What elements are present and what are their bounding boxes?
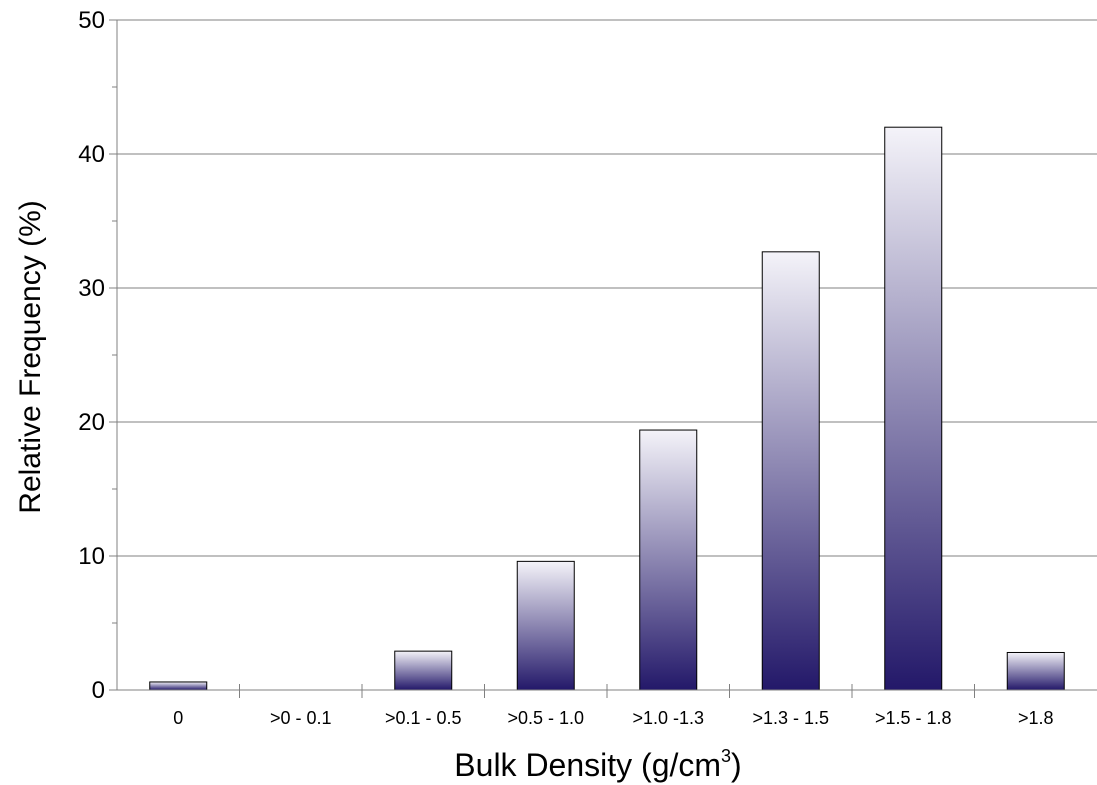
bar bbox=[1006, 651, 1065, 691]
bar bbox=[394, 650, 453, 691]
x-tick-label: >1.0 -1.3 bbox=[632, 708, 704, 728]
y-tick-label: 50 bbox=[78, 7, 105, 34]
x-axis-title-main: Bulk Density (g/cm bbox=[454, 747, 721, 783]
y-tick-label: 10 bbox=[78, 543, 105, 570]
x-tick-label: >1.3 - 1.5 bbox=[752, 708, 829, 728]
bar bbox=[884, 126, 943, 691]
y-tick-label: 30 bbox=[78, 275, 105, 302]
x-axis-title-suffix: ) bbox=[731, 747, 742, 783]
bar bbox=[639, 429, 698, 691]
x-tick-label: >1.8 bbox=[1018, 708, 1054, 728]
x-axis-title: Bulk Density (g/cm3) bbox=[454, 746, 741, 783]
bar bbox=[761, 251, 820, 691]
bar bbox=[516, 560, 575, 691]
tick-labels: 0 10 20 30 40 50 0 >0 - 0.1 >0.1 - 0.5 >0.5 - 1.0… bbox=[78, 7, 1053, 728]
x-tick-label: >1.5 - 1.8 bbox=[875, 708, 952, 728]
y-tick-label: 40 bbox=[78, 141, 105, 168]
x-tick-label: >0.5 - 1.0 bbox=[507, 708, 584, 728]
y-tick-label: 0 bbox=[92, 677, 105, 704]
y-axis-title: Relative Frequency (%) bbox=[14, 200, 47, 513]
x-tick-label: >0 - 0.1 bbox=[270, 708, 332, 728]
gridlines bbox=[117, 19, 1097, 557]
bar bbox=[149, 681, 208, 691]
x-axis-title-superscript: 3 bbox=[721, 746, 731, 766]
y-tick-label: 20 bbox=[78, 409, 105, 436]
axes bbox=[109, 19, 1097, 698]
bars bbox=[149, 126, 1065, 691]
x-tick-label: 0 bbox=[173, 708, 183, 728]
x-tick-label: >0.1 - 0.5 bbox=[385, 708, 462, 728]
